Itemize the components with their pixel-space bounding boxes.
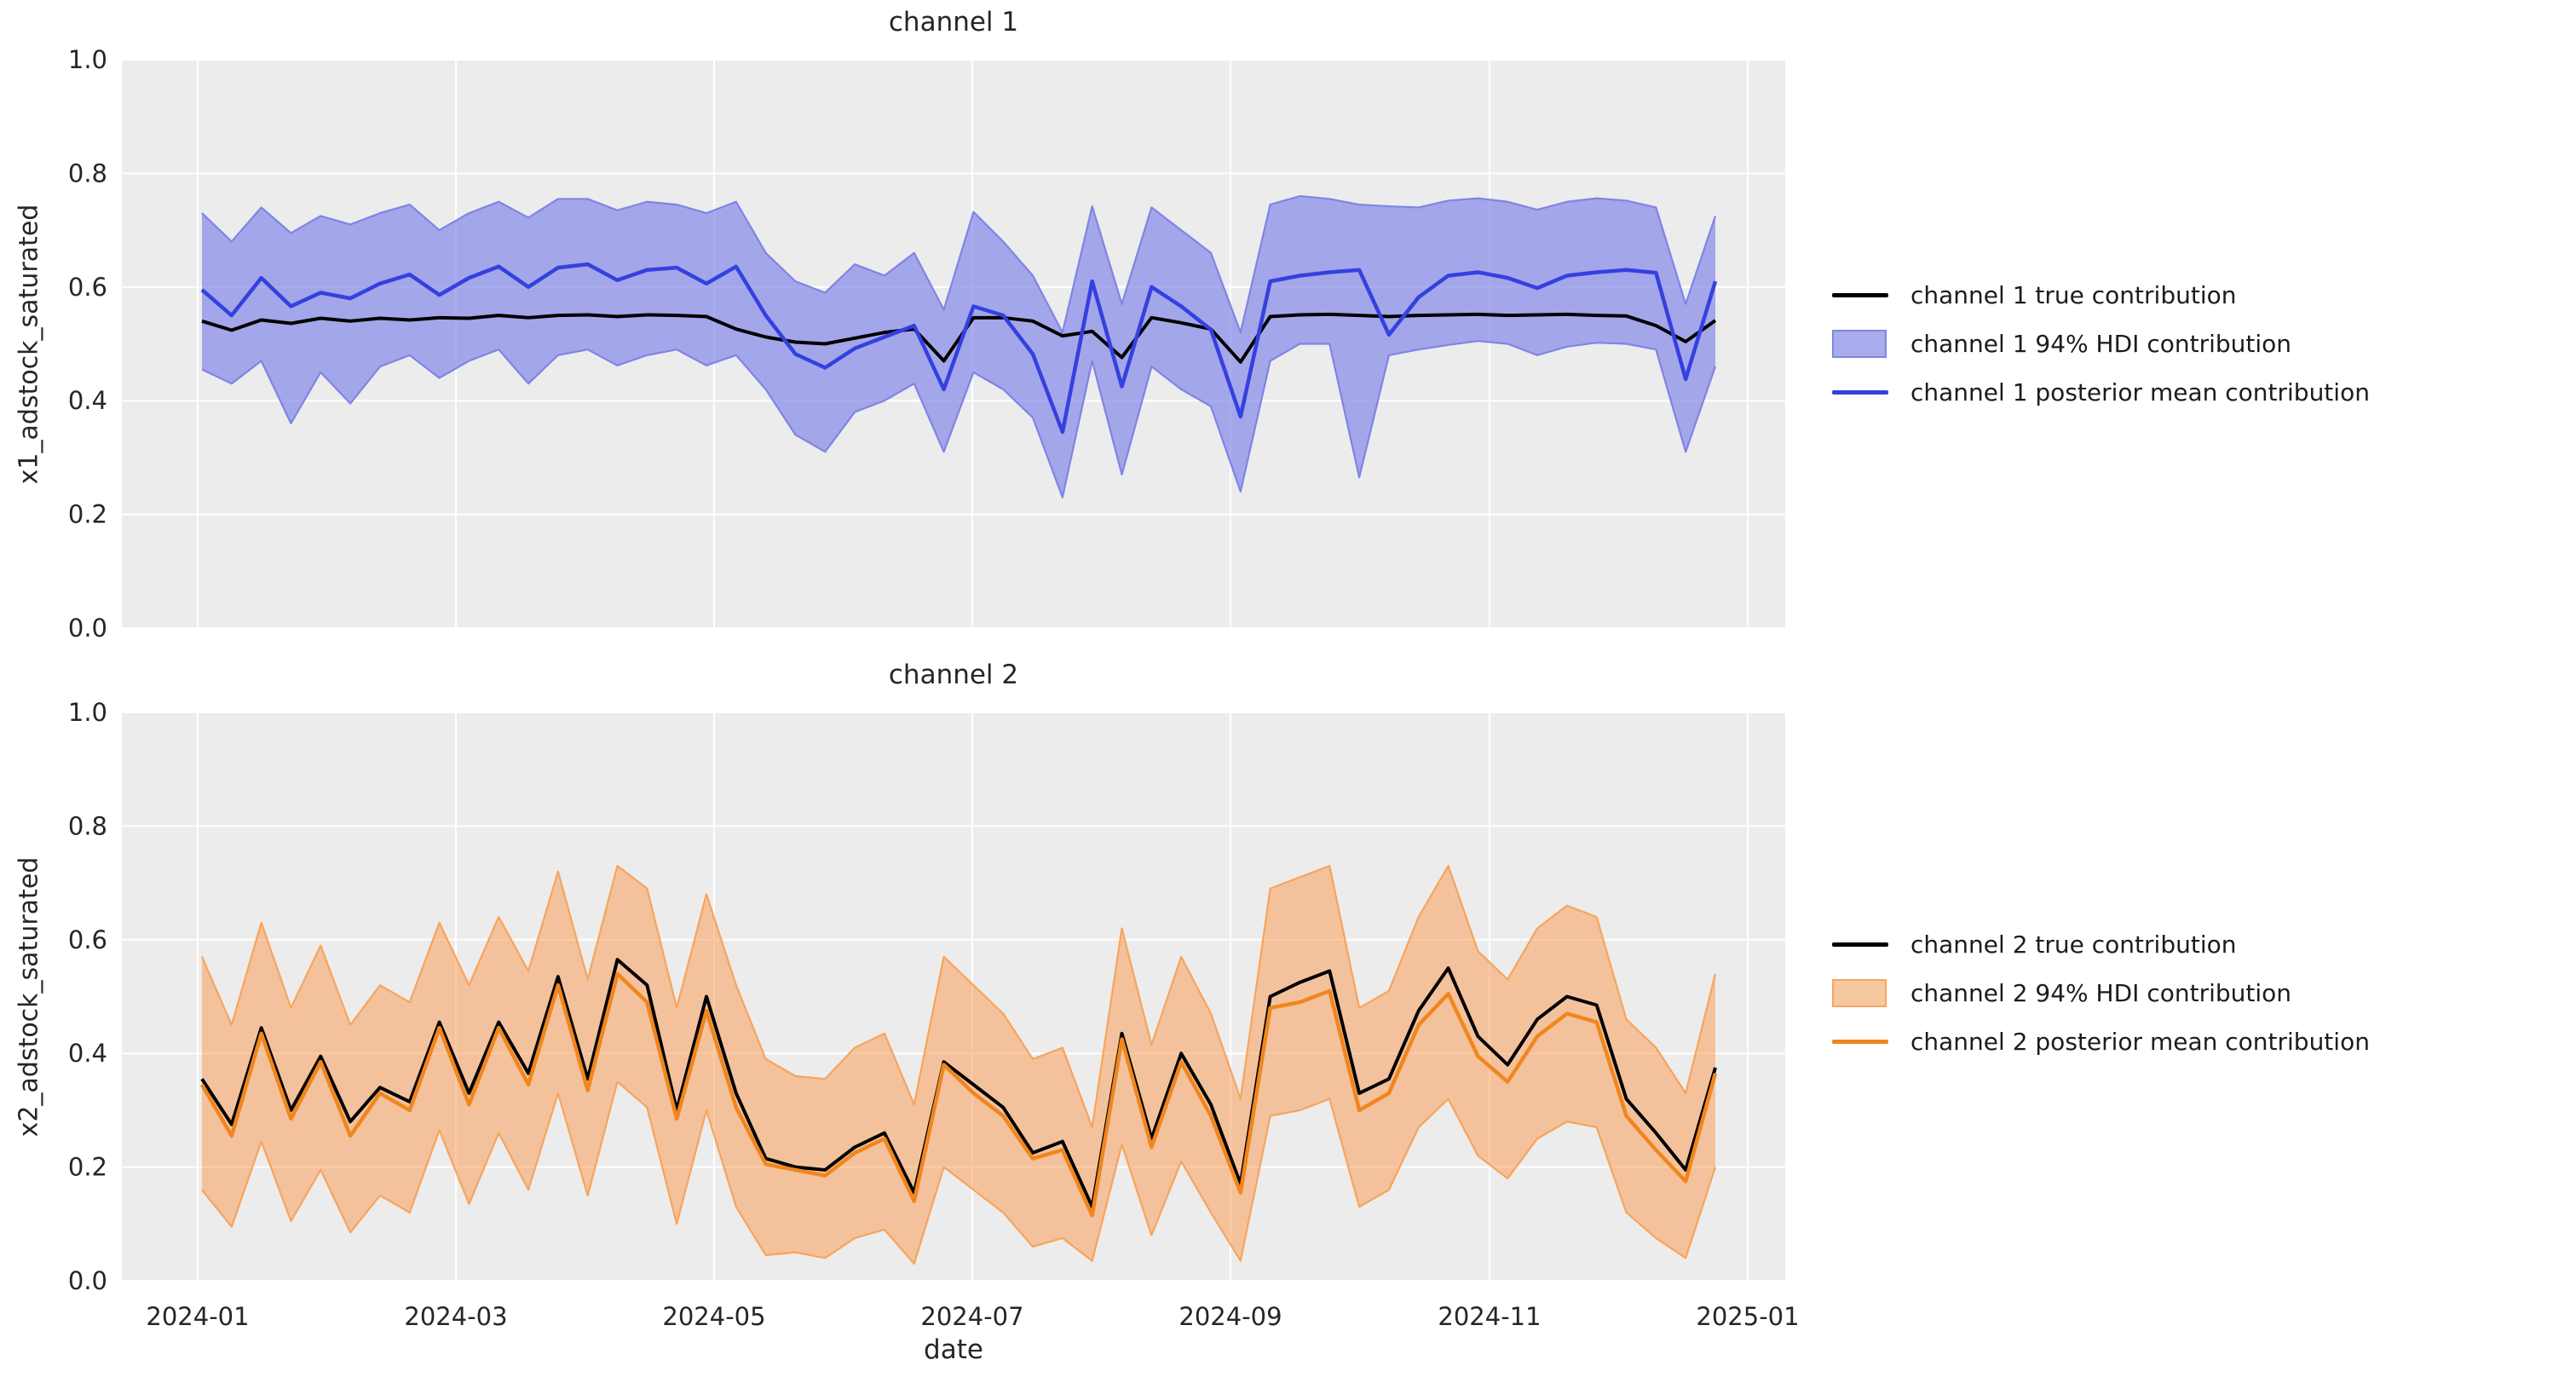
x-tick-label: 2025-01 (1696, 1302, 1799, 1331)
hdi-band-upper-edge (201, 194, 1717, 334)
y-tick-label: 0.6 (68, 925, 107, 954)
y-tick-label: 0.6 (68, 273, 107, 302)
legend-channel-1: channel 1 true contribution channel 1 94… (1832, 271, 2370, 417)
true-contribution-line (200, 958, 1717, 1209)
plot-area-1: 0.0 0.2 0.4 0.6 0.8 1.0 (68, 45, 1785, 643)
plot-area-2: 0.0 0.2 0.4 0.6 0.8 1.0 2024-01 2024-03 2024-05 2… (68, 698, 1800, 1331)
hdi-band-upper-edge (200, 864, 1717, 1129)
y-tick-label: 0.0 (68, 614, 107, 643)
y-tick-label: 0.4 (68, 386, 107, 415)
y-axis-label-channel-2: x2_adstock_saturated (14, 856, 44, 1138)
y-tick-label: 0.4 (68, 1039, 107, 1068)
chart-title-channel-2: channel 2 (888, 660, 1019, 690)
legend-label: channel 2 94% HDI contribution (1910, 979, 2292, 1007)
legend-label: channel 1 posterior mean contribution (1910, 378, 2370, 406)
x-tick-label: 2024-03 (404, 1302, 507, 1331)
x-tick-label: 2024-09 (1179, 1302, 1282, 1331)
legend-label: channel 1 94% HDI contribution (1910, 330, 2292, 358)
legend-item-mean: channel 1 posterior mean contribution (1832, 368, 2370, 417)
legend-item-hdi: channel 1 94% HDI contribution (1832, 320, 2370, 368)
x-tick-label: 2024-07 (920, 1302, 1023, 1331)
legend-label: channel 2 true contribution (1910, 931, 2237, 959)
chart-title-channel-1: channel 1 (888, 7, 1019, 37)
hdi-band-lower-edge (201, 340, 1717, 498)
x-axis-label: date (924, 1334, 983, 1365)
legend-band-swatch-icon (1832, 330, 1910, 358)
y-tick-label: 0.2 (68, 1153, 107, 1182)
posterior-mean-line (200, 971, 1718, 1218)
y-tick-label: 1.0 (68, 698, 107, 727)
y-tick-label: 0.2 (68, 500, 107, 529)
y-axis-label-channel-1: x1_adstock_saturated (14, 204, 44, 485)
x-tick-label: 2024-11 (1438, 1302, 1541, 1331)
y-tick-label: 0.0 (68, 1266, 107, 1295)
x-tick-label: 2024-05 (662, 1302, 765, 1331)
hdi-band-lower-edge (201, 1080, 1717, 1265)
legend-line-swatch-icon (1832, 390, 1910, 395)
hdi-band (202, 866, 1715, 1264)
legend-item-mean: channel 2 posterior mean contribution (1832, 1017, 2370, 1066)
legend-label: channel 1 true contribution (1910, 281, 2237, 309)
legend-item-true: channel 2 true contribution (1832, 920, 2370, 969)
y-tick-label: 0.8 (68, 158, 107, 187)
posterior-mean-line (200, 262, 1718, 435)
y-tick-label: 1.0 (68, 45, 107, 74)
legend-item-hdi: channel 2 94% HDI contribution (1832, 969, 2370, 1017)
y-tick-label: 0.8 (68, 811, 107, 840)
legend-line-swatch-icon (1832, 293, 1910, 297)
legend-label: channel 2 posterior mean contribution (1910, 1028, 2370, 1056)
legend-line-swatch-icon (1832, 942, 1910, 947)
legend-item-true: channel 1 true contribution (1832, 271, 2370, 320)
legend-band-swatch-icon (1832, 979, 1910, 1007)
true-contribution-line (201, 312, 1717, 364)
x-tick-label: 2024-01 (146, 1302, 249, 1331)
legend-channel-2: channel 2 true contribution channel 2 94… (1832, 920, 2370, 1066)
legend-line-swatch-icon (1832, 1040, 1910, 1044)
